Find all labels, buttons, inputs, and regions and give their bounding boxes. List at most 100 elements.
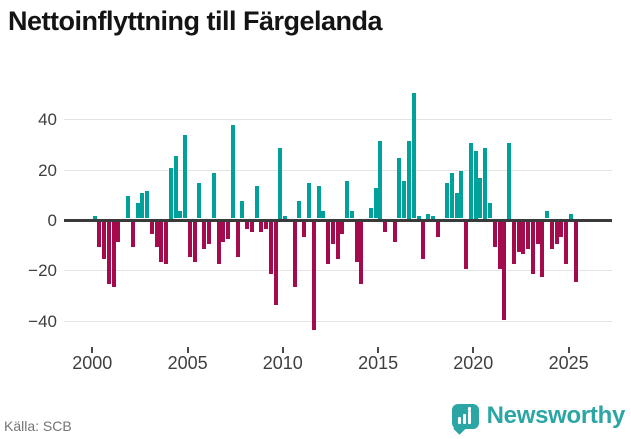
bar-negative: [435, 221, 440, 237]
bar-negative: [573, 221, 578, 282]
bar-positive: [230, 125, 235, 219]
bar-positive: [454, 193, 459, 219]
bar-negative: [330, 221, 335, 245]
bar-negative: [97, 221, 102, 247]
bar-negative: [530, 221, 535, 275]
bar-negative: [335, 221, 340, 260]
bar-negative: [292, 221, 297, 287]
bar-negative: [116, 221, 121, 242]
bar-positive: [197, 183, 202, 219]
bar-negative: [492, 221, 497, 247]
bar-positive: [349, 210, 354, 219]
bar-negative: [464, 221, 469, 270]
bar-negative: [326, 221, 331, 265]
bar-negative: [259, 221, 264, 232]
bar-positive: [140, 193, 145, 219]
x-axis-tick: [186, 347, 189, 353]
bar-negative: [421, 221, 426, 260]
bar-negative: [206, 221, 211, 245]
bar-negative: [549, 221, 554, 250]
bar-positive: [254, 185, 259, 219]
source-label: Källa: SCB: [4, 418, 72, 434]
bar-positive: [145, 190, 150, 219]
bar-negative: [159, 221, 164, 262]
x-axis-label: 2025: [548, 353, 589, 373]
newsworthy-logo: Newsworthy: [451, 402, 626, 435]
bar-positive: [459, 170, 464, 219]
bar-negative: [216, 221, 221, 265]
gridline: [64, 169, 612, 171]
bar-positive: [449, 173, 454, 219]
y-axis-label: −20: [28, 261, 57, 281]
bar-positive: [473, 150, 478, 219]
bar-positive: [307, 183, 311, 219]
bar-negative: [268, 221, 273, 275]
bar-negative: [149, 221, 154, 235]
x-axis-tick: [472, 347, 475, 353]
bar-negative: [564, 221, 569, 265]
newsworthy-icon: [451, 403, 479, 435]
bar-positive: [545, 210, 550, 219]
x-axis-tick: [377, 347, 380, 353]
bar-positive: [316, 185, 321, 219]
bar-positive: [402, 180, 407, 219]
bar-negative: [226, 221, 231, 240]
bar-negative: [130, 221, 135, 247]
gridline: [64, 270, 612, 272]
bar-positive: [568, 213, 573, 219]
bar-positive: [321, 210, 326, 219]
bar-positive: [373, 188, 378, 219]
newsworthy-wordmark: Newsworthy: [486, 402, 626, 429]
bar-positive: [92, 216, 97, 219]
bar-positive: [468, 143, 473, 219]
bar-positive: [126, 195, 131, 219]
zero-axis-line: [64, 218, 612, 222]
bar-negative: [554, 221, 559, 245]
bar-negative: [102, 221, 107, 260]
x-axis-tick: [91, 347, 94, 353]
bar-negative: [249, 221, 254, 232]
bar-positive: [173, 155, 178, 219]
bar-negative: [111, 221, 116, 287]
bar-positive: [211, 173, 216, 219]
bar-positive: [178, 210, 183, 219]
bar-positive: [507, 143, 512, 219]
bar-positive: [378, 140, 383, 219]
gridline: [64, 119, 612, 121]
x-axis-tick: [281, 347, 284, 353]
bar-negative: [154, 221, 159, 247]
x-axis-tick: [567, 347, 570, 353]
bar-negative: [311, 221, 316, 330]
bar-positive: [430, 216, 435, 219]
bar-negative: [273, 221, 278, 305]
bar-negative: [383, 221, 388, 232]
bar-negative: [221, 221, 226, 242]
bar-positive: [445, 183, 450, 219]
bar-positive: [411, 92, 416, 219]
bar-negative: [526, 221, 531, 250]
bar-positive: [487, 203, 492, 219]
x-axis-label: 2020: [453, 353, 494, 373]
bar-positive: [283, 216, 288, 219]
bar-positive: [368, 208, 373, 219]
bar-positive: [483, 148, 488, 219]
bar-negative: [497, 221, 502, 270]
bar-positive: [278, 148, 283, 219]
gridline: [64, 320, 612, 322]
bar-positive: [240, 200, 245, 219]
y-axis-label: 40: [38, 110, 57, 130]
bar-negative: [516, 221, 521, 252]
bar-positive: [168, 168, 173, 219]
bar-positive: [407, 140, 412, 219]
bar-negative: [359, 221, 364, 285]
bar-negative: [235, 221, 240, 257]
bar-negative: [559, 221, 564, 237]
bar-negative: [535, 221, 540, 245]
y-axis-label: −40: [28, 311, 57, 331]
x-axis-label: 2005: [167, 353, 208, 373]
bar-positive: [416, 216, 421, 219]
bar-negative: [354, 221, 359, 262]
bar-negative: [106, 221, 111, 285]
